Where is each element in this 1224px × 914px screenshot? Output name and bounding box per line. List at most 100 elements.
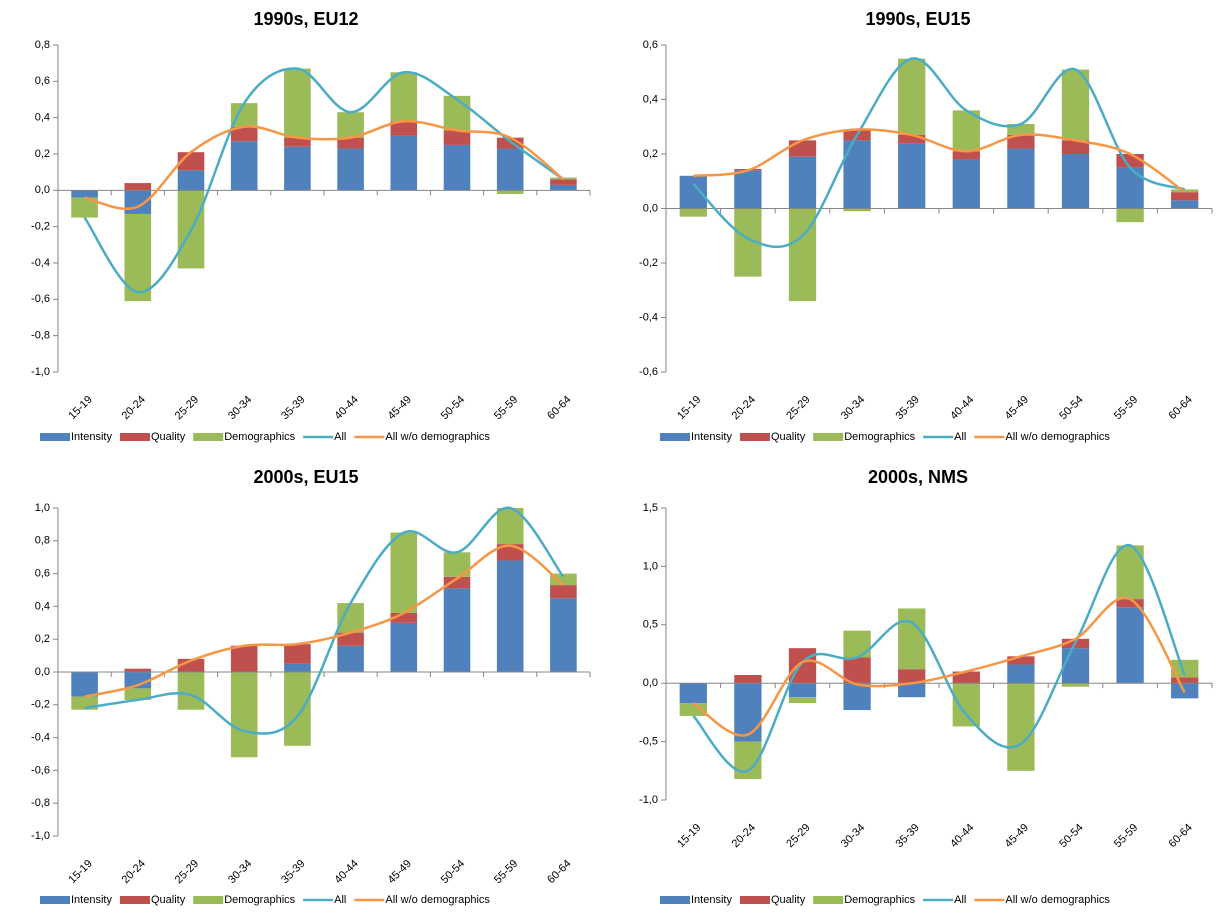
bar bbox=[1007, 148, 1035, 209]
legend-label: Demographics bbox=[844, 894, 915, 906]
x-tick-label: 15-19 bbox=[66, 394, 94, 422]
x-tick-label: 15-19 bbox=[66, 858, 94, 886]
x-tick-label: 20-24 bbox=[730, 394, 758, 422]
bar bbox=[284, 68, 311, 138]
x-tick-label: 55-59 bbox=[492, 858, 520, 886]
legend-swatch bbox=[813, 433, 844, 441]
y-tick-label: 0,2 bbox=[35, 148, 50, 160]
bar bbox=[1061, 69, 1090, 141]
y-tick-label: 0,4 bbox=[35, 600, 50, 612]
legend-swatch bbox=[813, 896, 844, 904]
bar bbox=[898, 669, 926, 684]
x-tick-label: 25-29 bbox=[784, 394, 812, 422]
x-tick-label: 50-54 bbox=[1057, 822, 1085, 850]
x-tick-label: 20-24 bbox=[120, 858, 148, 886]
legend-swatch bbox=[193, 433, 224, 441]
y-tick-label: 0,4 bbox=[643, 93, 658, 105]
bar bbox=[1116, 607, 1144, 684]
bar bbox=[443, 588, 471, 672]
y-tick-label: 0,6 bbox=[35, 75, 50, 87]
bar bbox=[734, 675, 762, 684]
bar bbox=[496, 137, 524, 149]
legend-label: Intensity bbox=[71, 431, 112, 443]
x-tick-label: 50-54 bbox=[439, 858, 467, 886]
legend-label: All w/o demographics bbox=[1005, 894, 1110, 906]
bar bbox=[390, 121, 418, 136]
bar bbox=[337, 112, 364, 138]
bar bbox=[337, 137, 364, 149]
bar bbox=[788, 156, 817, 209]
bar bbox=[177, 672, 205, 710]
bar bbox=[843, 208, 871, 212]
bar bbox=[550, 184, 577, 191]
x-tick-label: 30-34 bbox=[839, 394, 867, 422]
bar bbox=[390, 622, 418, 672]
bar bbox=[788, 683, 817, 698]
line bbox=[692, 57, 1186, 249]
x-tick-label: 30-34 bbox=[226, 858, 254, 886]
y-tick-label: 0,0 bbox=[35, 184, 50, 196]
bar bbox=[443, 576, 471, 589]
chart-panel: 2000s, EU15 -1,0 -0,8 -0,6 -0,4 -0,2 0,0 0,2 0,4… bbox=[31, 467, 591, 906]
legend-label: All bbox=[334, 431, 346, 443]
bar bbox=[230, 645, 258, 672]
bar bbox=[1171, 200, 1199, 209]
y-tick-label: -1,0 bbox=[639, 794, 658, 806]
bar bbox=[284, 146, 311, 191]
y-tick-label: -1,0 bbox=[31, 366, 50, 378]
bar bbox=[843, 683, 871, 711]
y-tick-label: -0,2 bbox=[639, 257, 658, 269]
x-tick-label: 55-59 bbox=[492, 394, 520, 422]
bar bbox=[898, 608, 926, 670]
legend-swatch bbox=[660, 896, 690, 904]
line bbox=[692, 544, 1186, 773]
bar bbox=[952, 683, 980, 727]
y-tick-label: -0,6 bbox=[31, 293, 50, 305]
bar bbox=[679, 703, 707, 716]
y-tick-label: 0,2 bbox=[35, 633, 50, 645]
x-tick-label: 45-49 bbox=[386, 394, 414, 422]
bar bbox=[230, 126, 258, 142]
x-tick-label: 45-49 bbox=[1003, 394, 1031, 422]
chart-title: 1990s, EU12 bbox=[253, 9, 358, 29]
x-tick-label: 30-34 bbox=[839, 822, 867, 850]
y-tick-label: -0,4 bbox=[639, 311, 658, 323]
y-tick-label: 0,0 bbox=[643, 677, 658, 689]
chart-title: 2000s, EU15 bbox=[253, 467, 358, 487]
bar bbox=[1116, 167, 1144, 209]
y-tick-label: -0,2 bbox=[31, 699, 50, 711]
y-tick-label: 0,6 bbox=[643, 39, 658, 51]
y-tick-label: -0,8 bbox=[31, 797, 50, 809]
bar bbox=[390, 612, 418, 623]
bar bbox=[952, 151, 980, 160]
bar bbox=[1061, 648, 1090, 684]
bar bbox=[496, 190, 524, 194]
bar bbox=[284, 663, 311, 672]
legend-swatch bbox=[119, 896, 150, 904]
bar bbox=[390, 72, 418, 122]
bar bbox=[1116, 208, 1144, 223]
y-tick-label: -0,4 bbox=[31, 257, 50, 269]
line bbox=[83, 67, 565, 294]
x-tick-label: 20-24 bbox=[730, 822, 758, 850]
legend-swatch bbox=[660, 433, 690, 441]
y-tick-label: 1,0 bbox=[643, 560, 658, 572]
bar bbox=[952, 110, 980, 152]
x-tick-label: 55-59 bbox=[1112, 822, 1140, 850]
bar bbox=[788, 140, 817, 157]
bar bbox=[1007, 656, 1035, 665]
chart-panel: 1990s, EU15 -0,6 -0,4 -0,2 0,0 0,2 0,4 0,6 15-19… bbox=[639, 9, 1213, 443]
x-tick-label: 25-29 bbox=[784, 822, 812, 850]
bar bbox=[1007, 124, 1035, 135]
x-tick-label: 35-39 bbox=[893, 822, 921, 850]
y-tick-label: 0,5 bbox=[643, 619, 658, 631]
bar bbox=[230, 141, 258, 191]
bar bbox=[550, 598, 577, 672]
bar bbox=[284, 137, 311, 147]
bar bbox=[443, 95, 471, 131]
x-tick-label: 50-54 bbox=[439, 394, 467, 422]
y-tick-label: 0,8 bbox=[35, 535, 50, 547]
x-tick-label: 30-34 bbox=[226, 394, 254, 422]
bar bbox=[337, 632, 364, 646]
